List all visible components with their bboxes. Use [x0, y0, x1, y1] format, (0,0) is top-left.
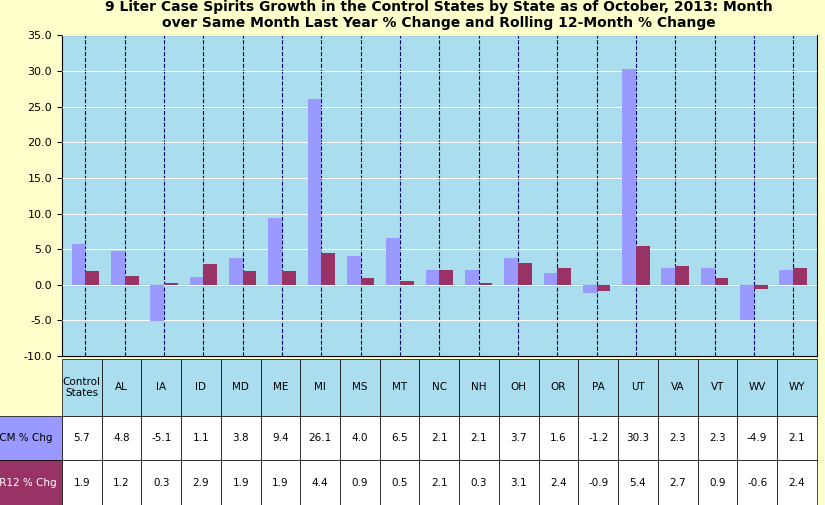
Bar	[675, 266, 689, 285]
Bar	[86, 271, 99, 285]
Bar	[426, 270, 439, 285]
Bar	[361, 278, 375, 285]
Bar	[282, 271, 296, 285]
Bar	[164, 283, 178, 285]
Bar	[386, 238, 400, 285]
Bar	[125, 276, 139, 285]
Bar	[714, 278, 728, 285]
Bar	[622, 69, 636, 285]
Bar	[582, 285, 596, 293]
Bar	[596, 285, 610, 291]
Bar	[308, 99, 322, 285]
Bar	[518, 263, 531, 285]
Bar	[400, 281, 414, 285]
Bar	[243, 271, 257, 285]
Bar	[150, 285, 164, 321]
Bar	[322, 254, 335, 285]
Bar	[229, 258, 243, 285]
Bar	[793, 268, 807, 285]
Bar	[72, 244, 86, 285]
Bar	[662, 268, 675, 285]
Bar	[740, 285, 754, 320]
Bar	[636, 246, 649, 285]
Bar	[439, 270, 453, 285]
Bar	[557, 268, 571, 285]
Bar	[504, 259, 518, 285]
Bar	[700, 268, 714, 285]
Bar	[190, 277, 204, 285]
Bar	[268, 218, 282, 285]
Bar	[204, 264, 217, 285]
Bar	[780, 270, 793, 285]
Bar	[111, 250, 125, 285]
Bar	[478, 283, 493, 285]
Bar	[754, 285, 767, 289]
Title: 9 Liter Case Spirits Growth in the Control States by State as of October, 2013: : 9 Liter Case Spirits Growth in the Contr…	[106, 0, 773, 30]
Bar	[464, 270, 478, 285]
Bar	[347, 256, 361, 285]
Bar	[544, 273, 557, 285]
